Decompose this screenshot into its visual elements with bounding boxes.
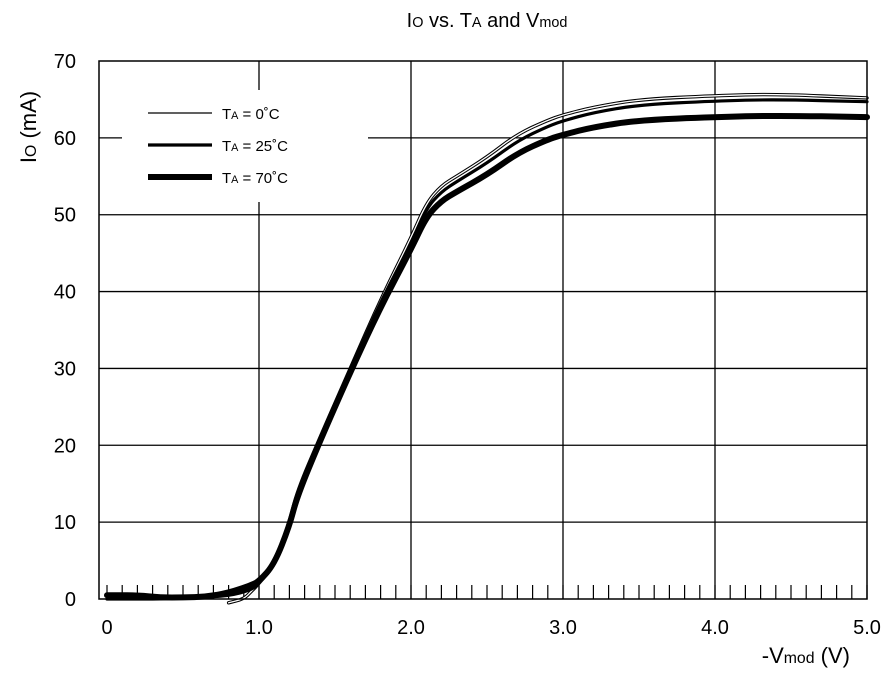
y-tick-label: 40 xyxy=(54,282,76,304)
series-line-2 xyxy=(104,112,870,601)
y-tick-label: 10 xyxy=(54,512,76,534)
chart-title: IO vs. TA and Vmod xyxy=(407,10,568,32)
y-tick-label: 50 xyxy=(54,205,76,227)
x-tick-label: 2.0 xyxy=(397,617,425,639)
legend-label-70c: TA = 70˚C xyxy=(222,170,288,187)
x-tick-label: 0 xyxy=(101,617,112,639)
x-tick-label: 5.0 xyxy=(853,617,881,639)
x-tick-label: 4.0 xyxy=(701,617,729,639)
x-tick-label: 3.0 xyxy=(549,617,577,639)
y-tick-label: 20 xyxy=(54,435,76,457)
plot-frame xyxy=(98,60,868,600)
legend-label-0c: TA = 0˚C xyxy=(222,106,280,123)
y-tick-label: 60 xyxy=(54,128,76,150)
y-axis-title: IO (mA) xyxy=(16,91,41,163)
x-axis-title: -Vmod (V) xyxy=(762,643,850,668)
tick-labels: 0 10 20 30 40 50 60 70 0 1.0 2.0 3.0 4.0 5.0 xyxy=(54,51,881,639)
y-tick-label: 70 xyxy=(54,51,76,73)
y-tick-label: 0 xyxy=(65,589,76,611)
y-tick-label: 30 xyxy=(54,358,76,380)
legend: TA = 0˚C TA = 25˚C TA = 70˚C xyxy=(122,90,368,202)
x-tick-label: 1.0 xyxy=(245,617,273,639)
series-lines xyxy=(104,92,870,605)
legend-label-25c: TA = 25˚C xyxy=(222,138,288,155)
